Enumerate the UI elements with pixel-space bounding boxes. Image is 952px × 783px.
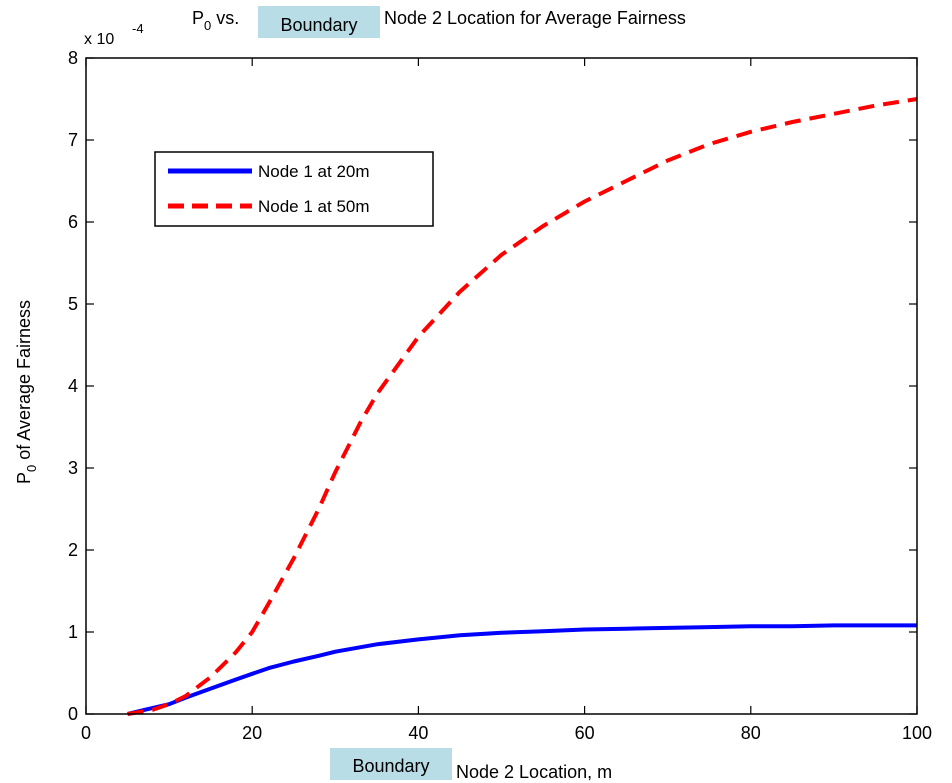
x-tick-label-80: 80 xyxy=(741,723,761,743)
title-boundary-label: Boundary xyxy=(280,15,357,35)
chart-title-prefix: P0 vs. xyxy=(192,8,239,33)
title-boundary-overlay xyxy=(258,6,380,38)
y-tick-label-8: 8 xyxy=(68,48,78,68)
y-tick-label-5: 5 xyxy=(68,294,78,314)
legend-label-node1-20m: Node 1 at 20m xyxy=(258,162,370,181)
xlabel-boundary-overlay xyxy=(330,748,452,780)
y-exponent-power: -4 xyxy=(132,21,144,36)
x-tick-label-60: 60 xyxy=(575,723,595,743)
x-tick-label-40: 40 xyxy=(408,723,428,743)
y-exponent-base: x 10 xyxy=(84,31,114,48)
y-tick-label-6: 6 xyxy=(68,212,78,232)
y-axis-label: P0 of Average Fairness xyxy=(14,300,39,484)
y-tick-label-2: 2 xyxy=(68,540,78,560)
legend-box xyxy=(154,151,434,227)
legend: Node 1 at 20m Node 1 at 50m xyxy=(154,151,434,227)
xlabel-boundary-label: Boundary xyxy=(352,756,429,776)
y-tick-label-3: 3 xyxy=(68,458,78,478)
series-line-0 xyxy=(127,623,917,716)
chart-title-suffix: Node 2 Location for Average Fairness xyxy=(384,8,686,28)
y-tick-label-7: 7 xyxy=(68,130,78,150)
x-tick-label-0: 0 xyxy=(81,723,91,743)
y-tick-label-0: 0 xyxy=(68,704,78,724)
x-tick-label-20: 20 xyxy=(242,723,262,743)
y-tick-label-1: 1 xyxy=(68,622,78,642)
x-tick-label-100: 100 xyxy=(902,723,932,743)
legend-label-node1-50m: Node 1 at 50m xyxy=(258,197,370,216)
series-line-1 xyxy=(127,97,918,716)
x-axis-label: Node 2 Location, m xyxy=(456,762,612,782)
y-tick-label-4: 4 xyxy=(68,376,78,396)
